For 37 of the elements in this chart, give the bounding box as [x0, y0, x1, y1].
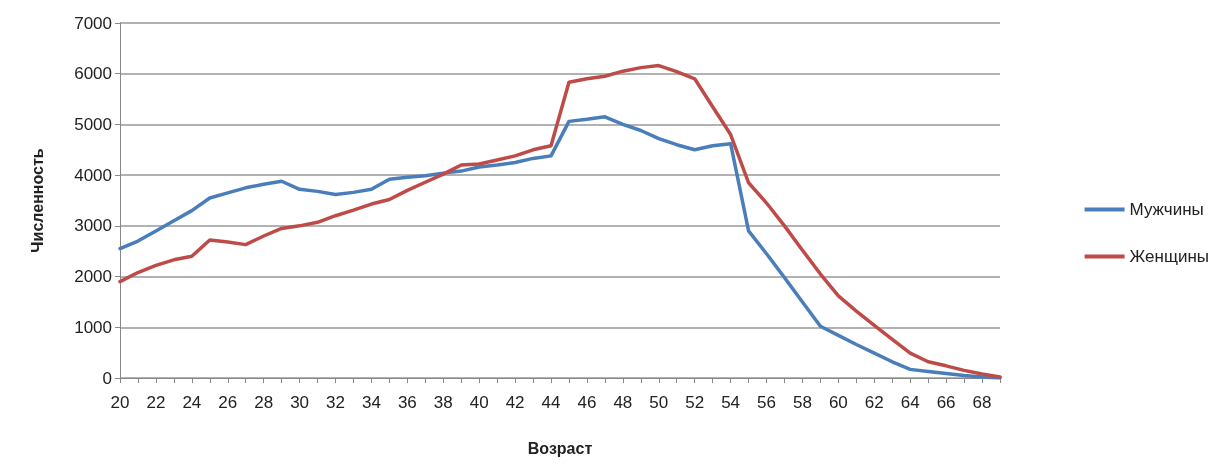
x-tick-label: 46	[577, 393, 597, 412]
x-tick-label: 36	[397, 393, 417, 412]
x-tick-label: 56	[757, 393, 776, 412]
x-tick-label: 20	[110, 393, 130, 412]
y-tick-label: 6000	[74, 64, 112, 84]
x-tick-label: 50	[649, 393, 669, 412]
x-tick-label: 30	[290, 393, 310, 412]
x-tick-label: 58	[792, 393, 812, 412]
y-tick-label: 7000	[74, 13, 112, 33]
legend-label: Женщины	[1129, 247, 1209, 266]
x-tick-label: 28	[254, 393, 274, 412]
x-tick-label: 44	[541, 393, 561, 412]
x-tick-label: 60	[828, 393, 848, 412]
x-tick-label: 34	[361, 393, 381, 412]
legend-label: Мужчины	[1129, 200, 1204, 219]
x-tick-label: 24	[182, 393, 202, 412]
x-tick-label: 42	[505, 393, 525, 412]
y-tick-label: 4000	[74, 165, 112, 185]
x-tick-label: 64	[900, 393, 920, 412]
y-tick-label: 2000	[74, 267, 112, 287]
x-tick-label: 62	[864, 393, 884, 412]
x-tick-label: 32	[326, 393, 345, 412]
y-tick-label: 0	[102, 368, 112, 388]
x-tick-label: 38	[433, 393, 453, 412]
x-tick-label: 68	[972, 393, 992, 412]
x-tick-label: 40	[469, 393, 489, 412]
x-tick-label: 54	[721, 393, 741, 412]
x-tick-label: 52	[685, 393, 705, 412]
x-tick-label: 22	[146, 393, 166, 412]
x-tick-label: 26	[218, 393, 238, 412]
y-tick-label: 3000	[74, 216, 112, 236]
x-tick-label: 48	[613, 393, 633, 412]
y-axis-title: Численность	[28, 148, 46, 253]
x-axis-title: Возраст	[527, 439, 593, 457]
x-tick-label: 66	[936, 393, 956, 412]
y-tick-label: 1000	[74, 317, 112, 337]
y-tick-label: 5000	[74, 114, 112, 134]
